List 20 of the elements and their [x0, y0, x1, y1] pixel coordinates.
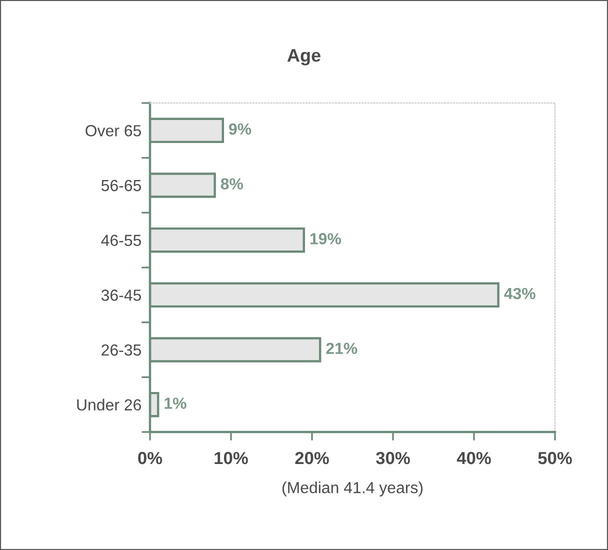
data-label: 21% [326, 342, 358, 354]
x-tick-label: 50% [538, 452, 572, 464]
y-tick-label: 56-65 [101, 180, 141, 192]
y-tick-label: Under 26 [77, 398, 141, 411]
x-tick-label: 0% [138, 452, 162, 464]
y-tick-label: 26-35 [102, 344, 141, 356]
y-tick-label: 46-55 [101, 234, 141, 246]
x-tick-label: 10% [214, 452, 248, 464]
data-label: 8% [220, 178, 244, 190]
x-tick-label: 40% [456, 452, 491, 464]
x-axis-title: (Median 41.4 years) [282, 482, 423, 496]
x-tick-label: 30% [376, 452, 410, 464]
x-tick-label: 20% [295, 452, 329, 464]
data-label: 9% [229, 123, 252, 135]
y-tick-label: 36-45 [101, 290, 141, 301]
y-tick-label: Over 65 [86, 125, 141, 136]
data-label: 43% [504, 288, 536, 300]
chart-title: Age [287, 49, 320, 66]
data-label: 19% [310, 233, 342, 244]
data-label: 1% [164, 398, 186, 409]
